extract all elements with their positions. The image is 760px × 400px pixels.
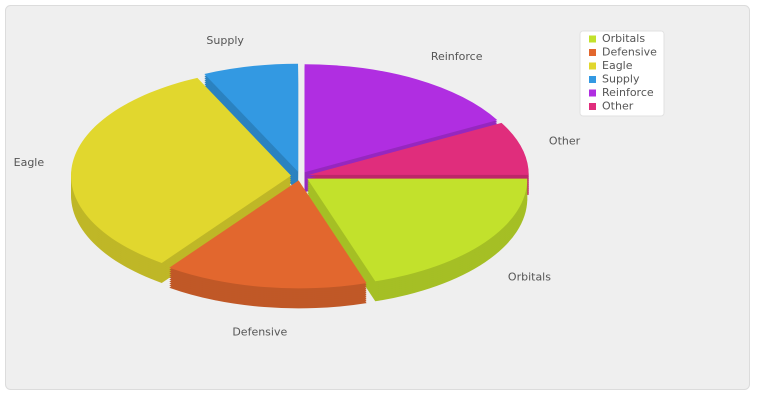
legend <box>579 30 665 117</box>
legend-swatch <box>589 76 596 83</box>
legend-swatch <box>589 62 596 70</box>
slice <box>308 122 529 175</box>
legend-label: Other <box>602 100 634 113</box>
pie <box>71 63 529 309</box>
legend-label: Orbitals <box>602 32 645 45</box>
slice-label: Supply <box>206 34 244 47</box>
slice-label: Eagle <box>14 156 45 169</box>
legend-swatch <box>589 89 596 97</box>
slice <box>169 180 367 289</box>
slice <box>304 64 498 173</box>
slice <box>307 178 528 282</box>
slice-label: Orbitals <box>508 270 551 283</box>
legend-label: Eagle <box>602 59 633 72</box>
legend-swatch <box>589 103 596 110</box>
legend-swatch <box>589 49 596 56</box>
legend-swatch <box>589 35 596 43</box>
legend-label: Supply <box>602 73 640 86</box>
slice <box>71 77 292 263</box>
slice-label: Reinforce <box>431 50 483 63</box>
slice-label: Defensive <box>232 326 287 339</box>
slice <box>204 63 299 172</box>
slice-label: Other <box>549 135 581 148</box>
legend-label: Defensive <box>602 46 657 59</box>
legend-label: Reinforce <box>602 86 654 99</box>
